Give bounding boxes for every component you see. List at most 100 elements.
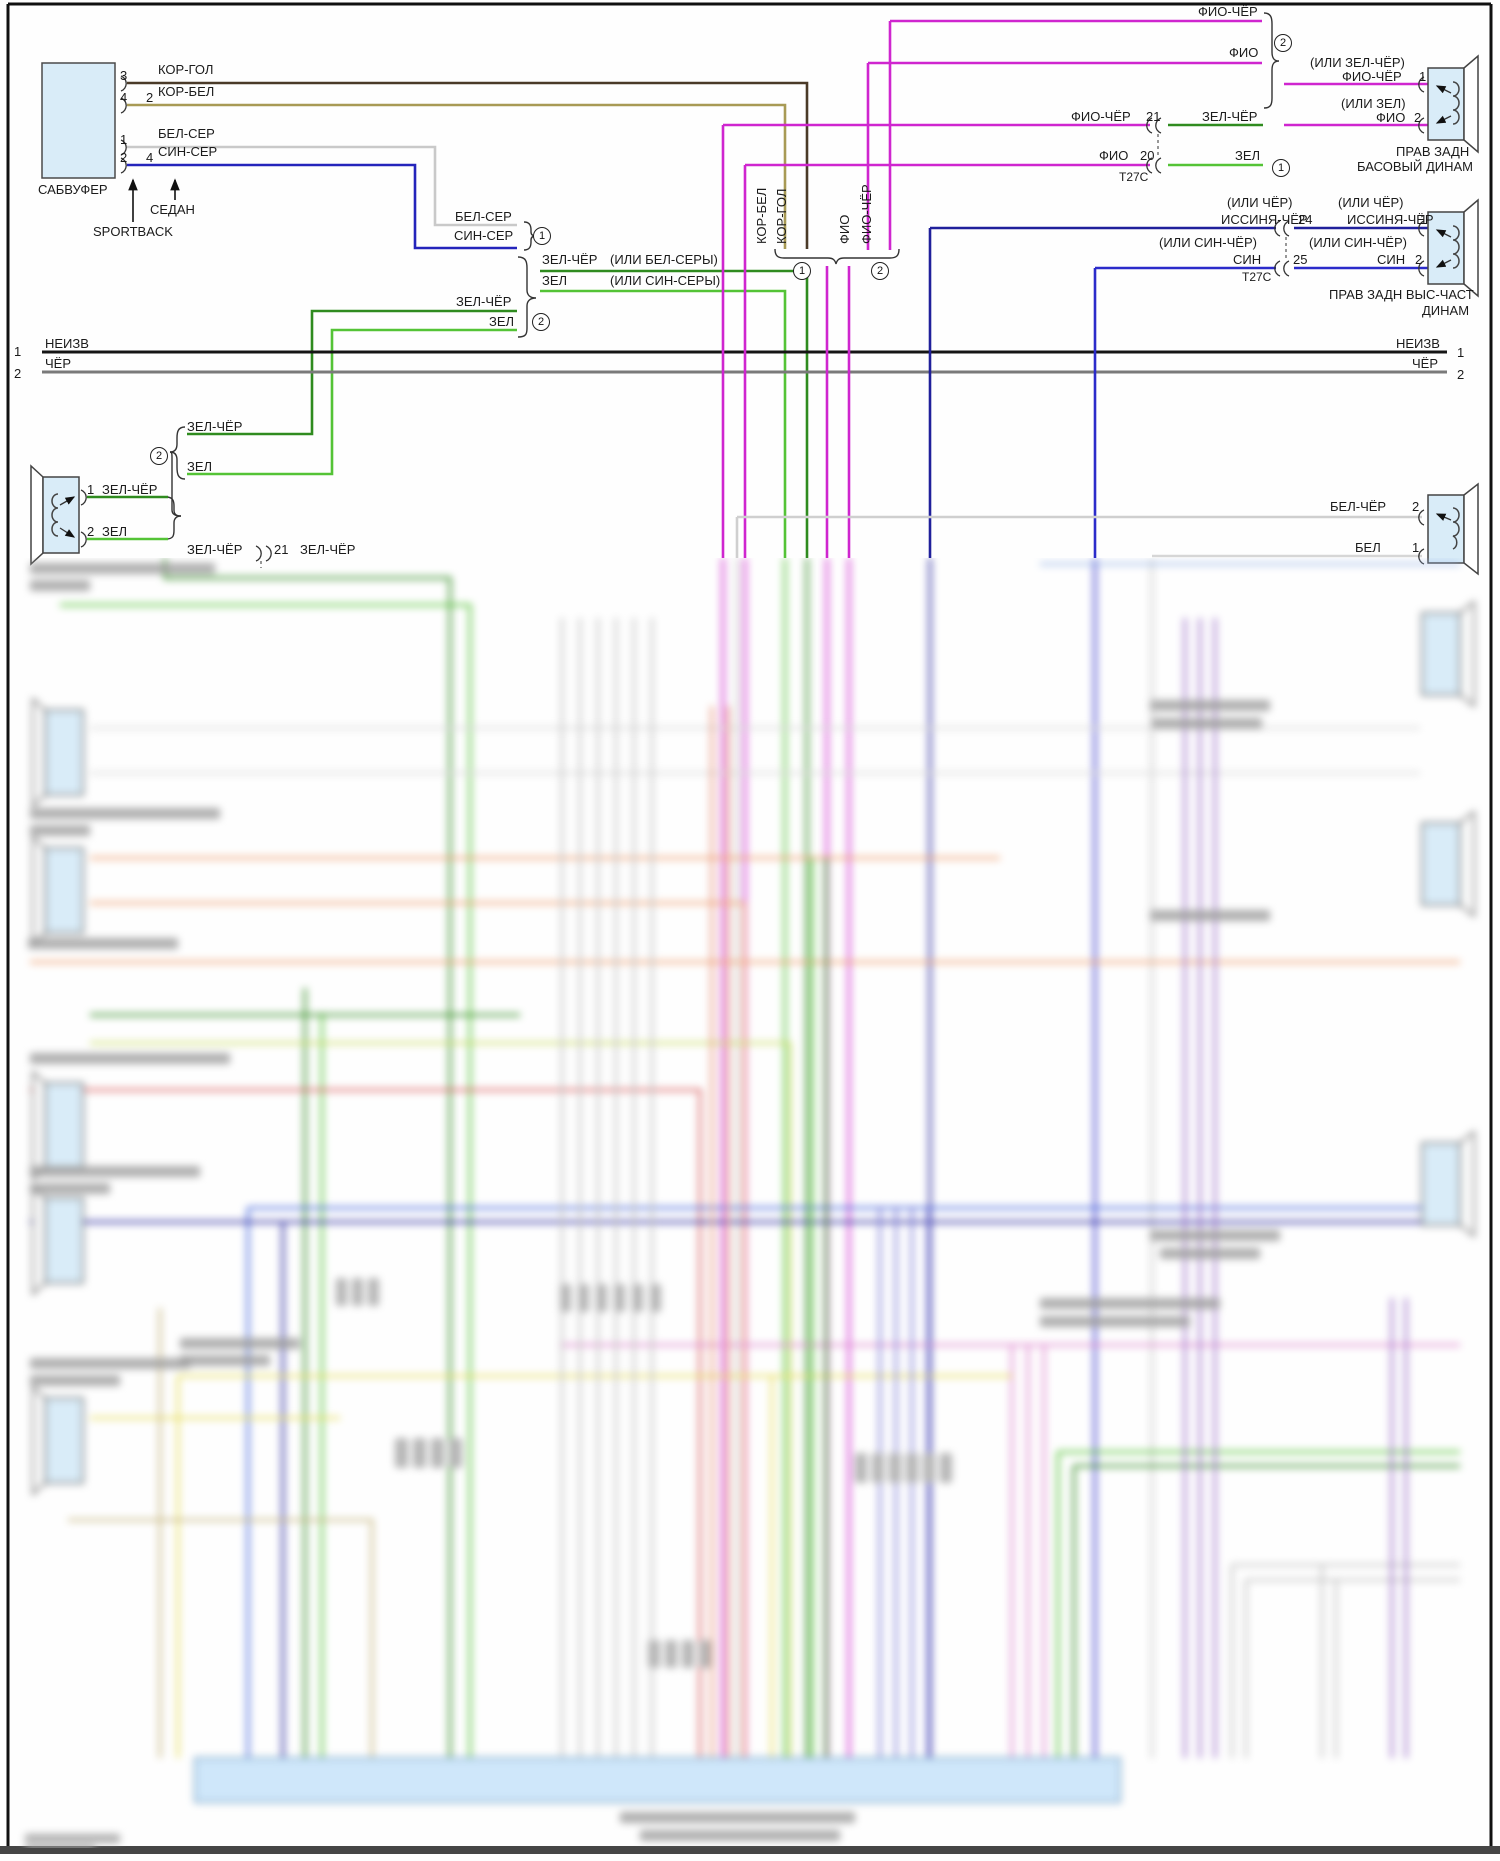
wire-fio-20 [743, 163, 1150, 558]
bus-n1-right: 1 [1457, 345, 1465, 360]
tw-r1-rpin: 1 [1420, 212, 1428, 227]
t27c-label-1: T27C [1119, 170, 1149, 184]
wire-fio-cher-21 [721, 123, 1150, 558]
bundle-variant-1-badge: 1 [793, 262, 811, 280]
pin-4-idx: 2 [146, 90, 154, 105]
junction1-wires [540, 269, 809, 558]
tw-r2-rwire: СИН [1377, 252, 1406, 267]
tw-r2-pin: 25 [1293, 252, 1308, 267]
tw-r1-ralt: (ИЛИ ЧЁР) [1338, 195, 1404, 210]
drop1-label: ЗЕЛ-ЧЁР [187, 419, 243, 434]
bus-n1-left: 1 [14, 344, 22, 359]
row2-left-label: ФИО [1099, 148, 1129, 163]
j1-out1-label: ЗЕЛ-ЧЁР [542, 252, 598, 267]
variant-sedan-label: СЕДАН [150, 202, 195, 217]
wire-sin-ser [127, 163, 517, 250]
right-rear-tweeter-icon [1418, 198, 1479, 298]
row2-pin-label: 20 [1140, 148, 1155, 163]
j2-in2-label: ЗЕЛ [489, 314, 515, 329]
tw-r1-rwire: ИССИНЯ-ЧЁР [1347, 212, 1434, 227]
splice-row [255, 545, 272, 568]
tw-r2-ralt: (ИЛИ СИН-ЧЁР) [1309, 235, 1407, 250]
variant-sportback-label: SPORTBACK [93, 224, 173, 239]
wire-fio-top [866, 61, 1262, 250]
junction2-wires [187, 309, 517, 476]
right-rear-bass-speaker-icon [1418, 54, 1479, 154]
bass-wire1-label: ФИО-ЧЁР [1342, 69, 1402, 84]
wire-sin [1093, 266, 1276, 558]
blurred-region [0, 558, 1500, 1848]
tweeter-name-2: ДИНАМ [1422, 303, 1470, 318]
bundle-label-kor-gol: КОР-ГОЛ [774, 188, 789, 244]
bundle-variant-2-badge: 2 [871, 262, 889, 280]
j1-out1-alt-label: (ИЛИ БЕЛ-СЕРЫ) [610, 252, 718, 267]
tw-r1-lwire: ИССИНЯ-ЧЁР [1221, 212, 1308, 227]
ls-pin1-wire: ЗЕЛ-ЧЁР [102, 482, 158, 497]
coil-icon [51, 493, 59, 537]
wire-label-bel-ser: БЕЛ-СЕР [158, 126, 215, 141]
variant-2-badge-left: 2 [150, 447, 168, 465]
row1-left-label: ФИО-ЧЁР [1071, 109, 1131, 124]
wire-zel-drop [187, 328, 517, 476]
tweeter-wires [928, 226, 1428, 558]
j1-in2-label: СИН-СЕР [454, 228, 514, 243]
left-speaker-braces [165, 426, 186, 540]
pin-3: 3 [120, 68, 128, 83]
bass-pin2: 2 [1414, 110, 1422, 125]
wire-zel-cher-alt [540, 269, 809, 558]
drop2-label: ЗЕЛ [187, 459, 213, 474]
row1-pin-label: 21 [1146, 109, 1161, 124]
ls-pin2: 2 [87, 524, 95, 539]
j1-in1-label: БЕЛ-СЕР [455, 209, 512, 224]
wire-fio-cher-top [888, 19, 1262, 250]
t27c-label-2: T27C [1242, 270, 1272, 284]
tw-r1-lalt: (ИЛИ ЧЁР) [1227, 195, 1293, 210]
ws-pin1: 2 [1412, 499, 1420, 514]
wire-label-kor-gol: КОР-ГОЛ [158, 62, 214, 77]
bus-unknown-left: НЕИЗВ [45, 336, 89, 351]
ws-pin2: 1 [1412, 540, 1420, 555]
tw-r1-pin: 24 [1298, 212, 1313, 227]
subwoofer-label: САБВУФЕР [38, 182, 108, 197]
wire-kor-bel [127, 103, 787, 249]
wire-bel-ser [127, 145, 517, 227]
bass-speaker-wires [1168, 82, 1428, 167]
variant-2-badge: 2 [532, 313, 550, 331]
blurred-speakers [32, 600, 1475, 1496]
t27c-connector-2 [1274, 220, 1290, 277]
bundle-brace [774, 248, 900, 265]
subwoofer-wires [127, 81, 809, 250]
bass-name-2: БАСОВЫЙ ДИНАМ [1357, 159, 1474, 174]
j1-out2-alt-label: (ИЛИ СИН-СЕРЫ) [610, 273, 721, 288]
pin-2-idx: 4 [146, 150, 154, 165]
bus-n2-right: 2 [1457, 367, 1465, 382]
pin-1: 1 [120, 132, 128, 147]
bass-variant-2-badge: 2 [1274, 34, 1292, 52]
bass-pin1: 1 [1419, 69, 1427, 84]
ls-pin2-wire: ЗЕЛ [102, 524, 128, 539]
tw-r2-rpin: 2 [1415, 252, 1423, 267]
tweeter-name-1: ПРАВ ЗАДН ВЫС-ЧАСТ [1329, 287, 1474, 302]
splice-right-label: ЗЕЛ-ЧЁР [300, 542, 356, 557]
ws-wire2-label: БЕЛ [1355, 540, 1381, 555]
tw-r2-lalt: (ИЛИ СИН-ЧЁР) [1159, 235, 1257, 250]
bass-alt1-label: (ИЛИ ЗЕЛ-ЧЁР) [1310, 55, 1405, 70]
white-speaker-group [735, 482, 1479, 576]
wire-zel-alt [540, 289, 787, 558]
bus-black-left: ЧЁР [45, 356, 72, 371]
row2-right-label: ЗЕЛ [1235, 148, 1261, 163]
pin-2: 2 [120, 150, 128, 165]
blurred-connectors [336, 1278, 952, 1668]
ws-wire1-label: БЕЛ-ЧЁР [1330, 499, 1387, 514]
subwoofer-pin-arcs [120, 75, 127, 174]
bass-alt2-label: (ИЛИ ЗЕЛ) [1341, 96, 1406, 111]
left-rear-speaker-icon [30, 464, 168, 566]
wire-label-sin-ser: СИН-СЕР [158, 144, 218, 159]
wire-kor-gol [127, 81, 809, 249]
wire-issinya-cher [928, 226, 1276, 558]
row1-right-label: ЗЕЛ-ЧЁР [1202, 109, 1258, 124]
bus-unknown-right: НЕИЗВ [1396, 336, 1440, 351]
ls-pin1: 1 [87, 482, 95, 497]
bus-black-right: ЧЁР [1412, 356, 1439, 371]
wire-label-kor-bel: КОР-БЕЛ [158, 84, 215, 99]
